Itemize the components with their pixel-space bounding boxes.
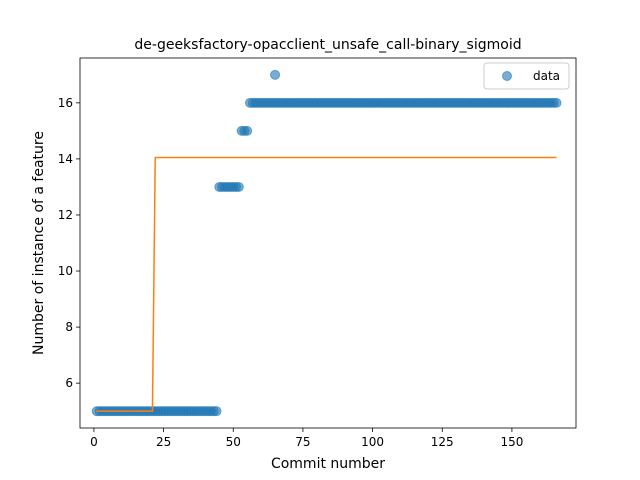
- y-tick-label: 14: [58, 152, 73, 166]
- x-tick-label: 100: [361, 435, 384, 449]
- plot-marks: [91, 69, 562, 417]
- y-tick-label: 10: [58, 264, 73, 278]
- data-point: [211, 406, 222, 417]
- data-point: [242, 125, 253, 136]
- y-tick-label: 6: [65, 376, 73, 390]
- y-axis-ticks: 6 8 10 12 14 16: [58, 96, 80, 390]
- x-tick-label: 25: [156, 435, 171, 449]
- x-tick-label: 0: [90, 435, 98, 449]
- x-tick-label: 150: [500, 435, 523, 449]
- y-tick-label: 16: [58, 96, 73, 110]
- x-tick-label: 50: [226, 435, 241, 449]
- legend: data: [483, 62, 570, 90]
- y-axis-label: Number of instance of a feature: [31, 131, 47, 355]
- data-point: [233, 181, 244, 192]
- plot-frame: [79, 57, 577, 429]
- x-axis-ticks: 0 25 50 75 100 125 150: [90, 428, 523, 449]
- data-point: [551, 97, 562, 108]
- x-axis-label: Commit number: [271, 456, 385, 472]
- chart-title: de-geeksfactory-opacclient_unsafe_call-b…: [134, 37, 521, 53]
- legend-label-data: data: [533, 69, 560, 83]
- fit-line: [96, 156, 557, 412]
- y-tick-label: 8: [65, 320, 73, 334]
- y-tick-label: 12: [58, 208, 73, 222]
- legend-box: [483, 62, 570, 90]
- data-point: [270, 69, 281, 80]
- x-tick-label: 75: [295, 435, 310, 449]
- x-tick-label: 125: [431, 435, 454, 449]
- legend-marker-data: [502, 71, 512, 81]
